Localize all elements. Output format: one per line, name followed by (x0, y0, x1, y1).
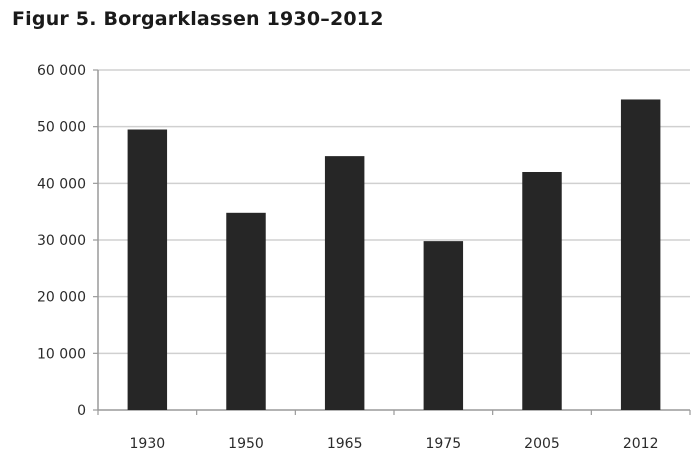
y-tick-label: 0 (77, 403, 86, 419)
x-tick-label-1950: 1950 (228, 436, 264, 452)
bar-2012 (620, 99, 661, 410)
bar-1965 (324, 156, 365, 410)
axes (93, 69, 691, 415)
y-tick-label: 30 000 (37, 233, 86, 249)
x-tick-label-1975: 1975 (426, 436, 462, 452)
y-tick-label: 10 000 (37, 346, 86, 362)
bars (127, 99, 661, 410)
x-tick-labels: 1930 1950 1965 1975 2005 2012 (130, 436, 659, 452)
x-tick-label-2012: 2012 (623, 436, 659, 452)
x-tick-label-1965: 1965 (327, 436, 363, 452)
y-tick-label: 50 000 (37, 120, 86, 136)
bar-1950 (226, 212, 266, 410)
chart-title: Figur 5. Borgarklassen 1930–2012 (12, 8, 384, 30)
x-tick-label-1930: 1930 (130, 436, 166, 452)
y-tick-label: 40 000 (37, 176, 86, 192)
gridlines (98, 69, 690, 355)
y-tick-label: 20 000 (37, 290, 86, 306)
y-tick-label: 60 000 (37, 63, 86, 79)
bar-1975 (423, 241, 464, 410)
bar-1930 (127, 129, 168, 410)
x-tick-label-2005: 2005 (524, 436, 560, 452)
bar-2005 (522, 172, 562, 410)
y-tick-labels: 0 10 000 20 000 30 000 40 000 50 000 60 000 (37, 63, 86, 419)
